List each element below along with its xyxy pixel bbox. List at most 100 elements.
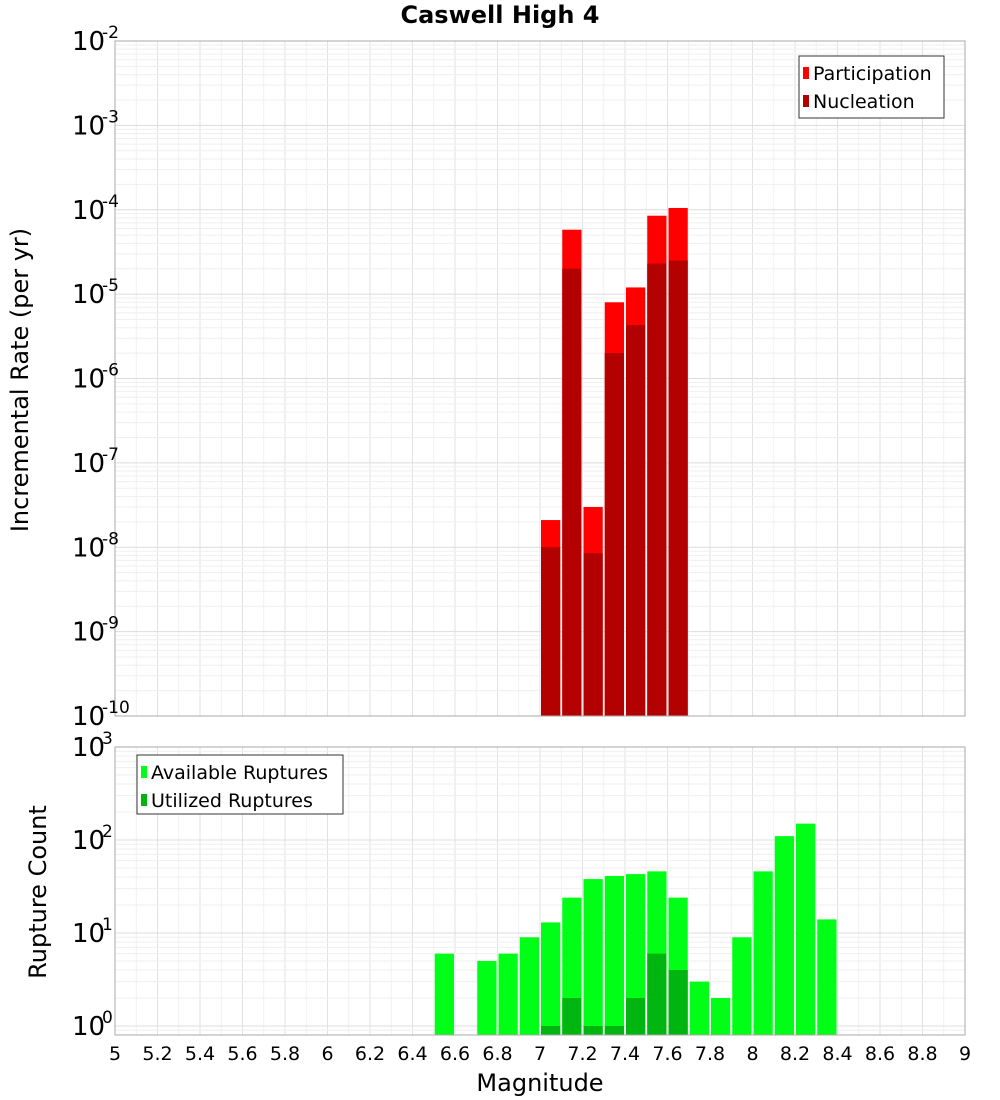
top-y-tick-label: 10 [72, 618, 105, 648]
bottom-bar [626, 874, 646, 1035]
bottom-x-tick-label: 8 [746, 1043, 758, 1065]
top-y-tick-label: 10 [72, 449, 105, 479]
bottom-y-tick-label: 10 [72, 733, 105, 763]
top-grid [114, 41, 966, 717]
bottom-bar [604, 1025, 624, 1035]
top-y-tick-exponent: -4 [102, 192, 119, 212]
bottom-bar [477, 960, 497, 1035]
bottom-bar [817, 919, 837, 1035]
bottom-bar [541, 1025, 561, 1035]
bottom-bar [541, 922, 561, 1035]
bottom-x-tick-label: 6.8 [482, 1043, 512, 1065]
bottom-x-tick-label: 8.8 [907, 1043, 937, 1065]
x-axis-label: Magnitude [476, 1069, 603, 1097]
bottom-legend-swatch [141, 766, 147, 778]
bottom-legend-box [136, 754, 344, 815]
top-bar [626, 325, 646, 716]
bottom-legend-label: Available Ruptures [151, 762, 328, 784]
top-y-tick-label: 10 [72, 27, 105, 57]
bottom-x-tick-label: 7.6 [652, 1043, 682, 1065]
top-y-tick-label: 10 [72, 702, 105, 732]
bottom-plot-frame [114, 746, 966, 1036]
bottom-y-tick-exponent: 1 [102, 915, 113, 935]
bottom-x-tick-label: 6.2 [355, 1043, 385, 1065]
top-y-tick-exponent: -7 [102, 445, 119, 465]
bottom-x-tick-label: 8.2 [780, 1043, 810, 1065]
top-y-tick-exponent: -10 [102, 698, 130, 718]
top-bar [668, 260, 688, 716]
top-y-tick-exponent: -6 [102, 361, 119, 381]
bottom-bar [774, 836, 794, 1035]
top-y-tick-exponent: -9 [102, 614, 119, 634]
top-y-axis-label: Incremental Rate (per yr) [6, 228, 34, 532]
bottom-bar [689, 981, 709, 1035]
top-y-tick-label: 10 [72, 196, 105, 226]
bottom-x-tick-label: 8.4 [822, 1043, 852, 1065]
bottom-legend: Available Ruptures Utilized Ruptures [136, 754, 344, 815]
bottom-bar [796, 823, 816, 1035]
bottom-x-tick-label: 5.4 [185, 1043, 215, 1065]
bottom-bar [711, 997, 731, 1035]
bottom-legend-label: Utilized Ruptures [151, 790, 313, 812]
bottom-y-axis-label: Rupture Count [24, 805, 52, 979]
bottom-bar [434, 953, 454, 1035]
top-plot-frame [114, 40, 966, 717]
chart-title: Caswell High 4 [401, 1, 600, 29]
bottom-x-tick-label: 6 [321, 1043, 333, 1065]
top-y-tick-exponent: -2 [102, 23, 119, 43]
top-series-1 [541, 260, 688, 716]
bottom-series-1 [541, 953, 688, 1035]
bottom-bar [562, 997, 582, 1035]
top-y-tick-label: 10 [72, 365, 105, 395]
top-bar [541, 547, 561, 716]
top-bar [647, 263, 667, 716]
bottom-x-tick-label: 7.2 [567, 1043, 597, 1065]
bottom-bar [519, 937, 539, 1035]
top-legend-label: Nucleation [813, 91, 915, 113]
top-legend: Participation Nucleation [798, 55, 945, 119]
bottom-y-tick-label: 10 [72, 919, 105, 949]
bottom-bar [604, 876, 624, 1035]
bottom-bar [647, 953, 667, 1035]
top-y-tick-label: 10 [72, 533, 105, 563]
bottom-x-tick-label: 5.2 [142, 1043, 172, 1065]
bottom-x-tick-label: 7.8 [695, 1043, 725, 1065]
bottom-y-tick-exponent: 0 [102, 1008, 113, 1028]
bottom-x-tick-label: 9 [959, 1043, 971, 1065]
bottom-bar [583, 879, 603, 1035]
bottom-x-tick-label: 7 [534, 1043, 546, 1065]
bottom-y-tick-label: 10 [72, 826, 105, 856]
bottom-y-tick-exponent: 3 [102, 729, 113, 749]
bottom-x-tick-label: 5.6 [227, 1043, 257, 1065]
bottom-x-tick-label: 7.4 [610, 1043, 640, 1065]
bottom-x-tick-label: 5 [109, 1043, 121, 1065]
bottom-bar [732, 937, 752, 1035]
top-bar [562, 268, 582, 716]
bottom-y-tick-exponent: 2 [102, 822, 113, 842]
top-y-tick-exponent: -5 [102, 276, 119, 296]
bottom-x-tick-label: 5.8 [270, 1043, 300, 1065]
bottom-bar [668, 969, 688, 1035]
bottom-x-tick-label: 6.6 [440, 1043, 470, 1065]
top-legend-label: Participation [813, 63, 932, 85]
top-y-tick-label: 10 [72, 280, 105, 310]
top-y-tick-exponent: -8 [102, 529, 119, 549]
bottom-legend-swatch [141, 794, 147, 806]
top-y-tick-label: 10 [72, 111, 105, 141]
bottom-bar [583, 1025, 603, 1035]
top-legend-swatch [803, 95, 809, 107]
bottom-y-tick-label: 10 [72, 1012, 105, 1042]
top-legend-swatch [803, 67, 809, 79]
top-legend-box [798, 55, 945, 119]
top-plot-area: 10-1010-910-810-710-610-510-410-310-2Par… [72, 23, 966, 732]
bottom-x-tick-label: 6.4 [397, 1043, 427, 1065]
bottom-bar [498, 953, 518, 1035]
top-bar [583, 553, 603, 716]
bottom-bar [626, 997, 646, 1035]
bottom-x-tick-label: 8.6 [865, 1043, 895, 1065]
bottom-bar [753, 871, 773, 1035]
top-bar [604, 353, 624, 716]
top-y-tick-exponent: -3 [102, 107, 119, 127]
